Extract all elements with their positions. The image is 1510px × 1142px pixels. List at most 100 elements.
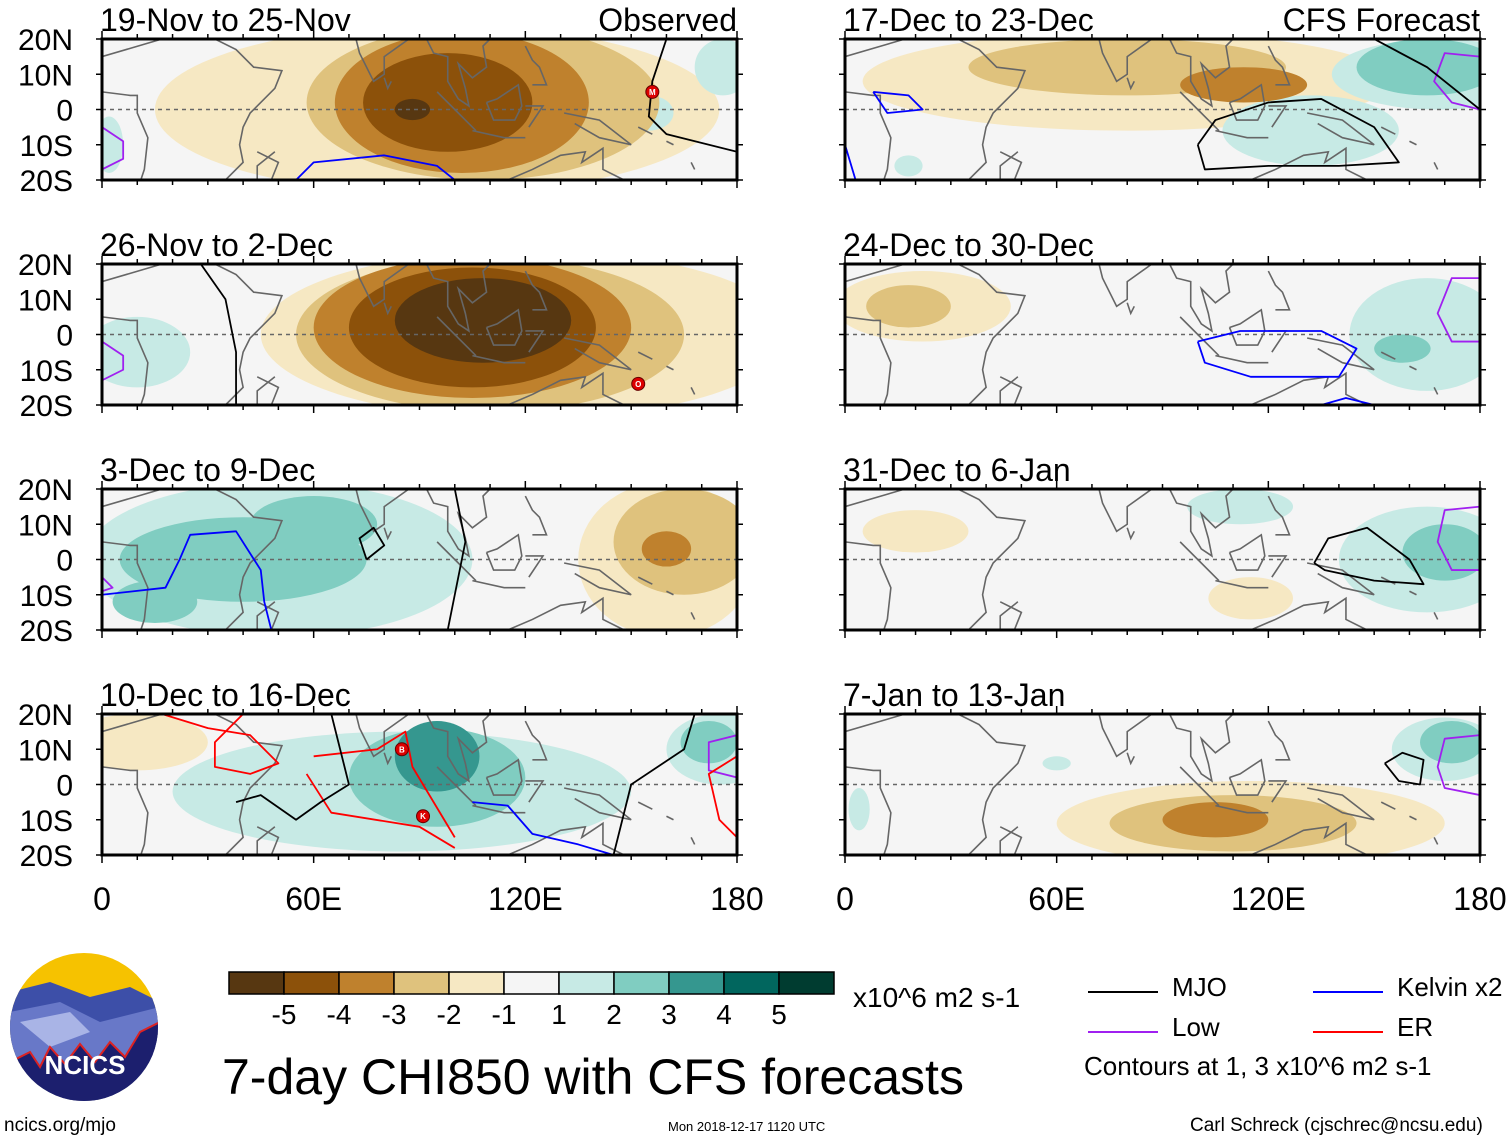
chi-anomaly-positive <box>1402 524 1480 581</box>
chi-anomaly-negative <box>866 285 951 328</box>
lat-tick-label: 20S <box>20 390 73 423</box>
coastline <box>355 489 410 533</box>
coastline <box>1126 527 1135 541</box>
legend-line-icon <box>1313 1030 1383 1033</box>
coastline <box>957 489 1027 630</box>
coastline <box>1215 804 1269 814</box>
coastline <box>256 376 276 405</box>
lat-tick-label: 20N <box>18 474 73 507</box>
svg-text:B: B <box>399 745 405 754</box>
coastline <box>256 376 280 405</box>
chi-anomaly-negative <box>641 531 692 567</box>
coastline <box>1215 129 1269 139</box>
coastline <box>845 91 892 180</box>
contour-er <box>305 773 456 849</box>
coastline <box>214 39 284 180</box>
contour-mjo <box>200 264 237 405</box>
colorbar-swatch <box>613 971 670 995</box>
lon-tick-label: 120E <box>1231 881 1306 917</box>
coastline <box>999 826 1023 855</box>
coastline <box>637 801 653 810</box>
legend-label: Kelvin x2 <box>1397 972 1503 1002</box>
coastline <box>102 766 149 855</box>
coastline <box>1098 489 1153 533</box>
coastline <box>425 489 491 558</box>
contour-low <box>1436 505 1480 571</box>
coastline <box>845 39 906 58</box>
coastline <box>1098 39 1153 83</box>
lat-tick-label: 10S <box>20 130 73 163</box>
coastline <box>999 601 1023 630</box>
coastline <box>1168 714 1234 783</box>
contour-mjo <box>235 714 350 821</box>
coastline <box>690 162 696 170</box>
coastline <box>256 601 276 630</box>
contour-low <box>102 340 125 382</box>
coastline <box>485 308 523 346</box>
chi-anomaly-positive <box>112 580 198 623</box>
coastline <box>1267 45 1291 86</box>
lat-tick-label: 10N <box>18 284 73 317</box>
coastline <box>524 720 548 761</box>
coastline <box>845 489 906 508</box>
coastline <box>1250 596 1368 630</box>
colorbar-swatch <box>448 971 505 995</box>
coastline <box>472 579 526 589</box>
lat-tick-label: 10S <box>20 805 73 838</box>
coastline <box>1267 270 1291 311</box>
contour-er <box>707 755 737 839</box>
colorbar-swatch <box>228 971 285 995</box>
coastline <box>256 151 280 180</box>
coastline <box>563 337 632 371</box>
coastline <box>1409 590 1417 596</box>
coastline <box>666 590 674 596</box>
lat-tick-label: 10S <box>20 580 73 613</box>
contour-mjo <box>1384 751 1425 786</box>
coastline <box>1215 354 1269 364</box>
coastline <box>102 264 163 283</box>
map-panel: 7-Jan to 13-Jan 0 60E 120E 180 <box>836 677 1507 917</box>
legend-line-icon <box>1088 1030 1158 1033</box>
colorbar-swatch <box>668 971 725 995</box>
coastline <box>214 489 284 630</box>
lat-tick-label: 10N <box>18 509 73 542</box>
colorbar-swatch <box>283 971 340 995</box>
coastline <box>485 758 523 796</box>
coastline <box>256 151 276 180</box>
legend-item: Low <box>1088 1012 1220 1043</box>
colorbar-label: -4 <box>327 999 352 1030</box>
coastline <box>1168 39 1234 108</box>
contour-er <box>161 714 280 775</box>
coastline <box>999 376 1023 405</box>
contour-mjo <box>1373 39 1480 111</box>
coastline <box>666 140 674 146</box>
chi-anomaly-positive <box>1420 721 1480 764</box>
tropical-cyclone-icon: B <box>394 742 409 757</box>
coastline <box>845 714 906 733</box>
map-panel: 17-Dec to 23-Dec CFS Forecast <box>839 2 1486 188</box>
coastline <box>1380 576 1396 585</box>
source-url[interactable]: ncics.org/mjo <box>4 1115 116 1136</box>
coastline <box>999 601 1019 630</box>
coastline <box>485 83 523 121</box>
coastline <box>1433 162 1439 170</box>
lat-tick-label: 20N <box>18 249 73 282</box>
panel-tag: Observed <box>598 2 737 38</box>
chi-anomaly-negative <box>394 98 431 121</box>
coastline <box>1380 351 1396 360</box>
ncics-logo: NCICS <box>10 953 158 1101</box>
coastline <box>1126 752 1135 766</box>
coastline <box>999 376 1019 405</box>
map-panel: 24-Dec to 30-Dec <box>839 227 1486 413</box>
coastline <box>1268 555 1288 578</box>
colorbar: -5 -4 -3 -2 -1 1 2 3 4 5 <box>228 971 835 1030</box>
coastline <box>1409 365 1417 371</box>
tropical-cyclone-icon: K <box>416 809 431 824</box>
colorbar-label: -2 <box>437 999 462 1030</box>
legend-line-icon <box>1313 990 1383 993</box>
coastline <box>999 826 1019 855</box>
lon-tick-label: 60E <box>285 881 342 917</box>
contour-low <box>1436 277 1480 343</box>
